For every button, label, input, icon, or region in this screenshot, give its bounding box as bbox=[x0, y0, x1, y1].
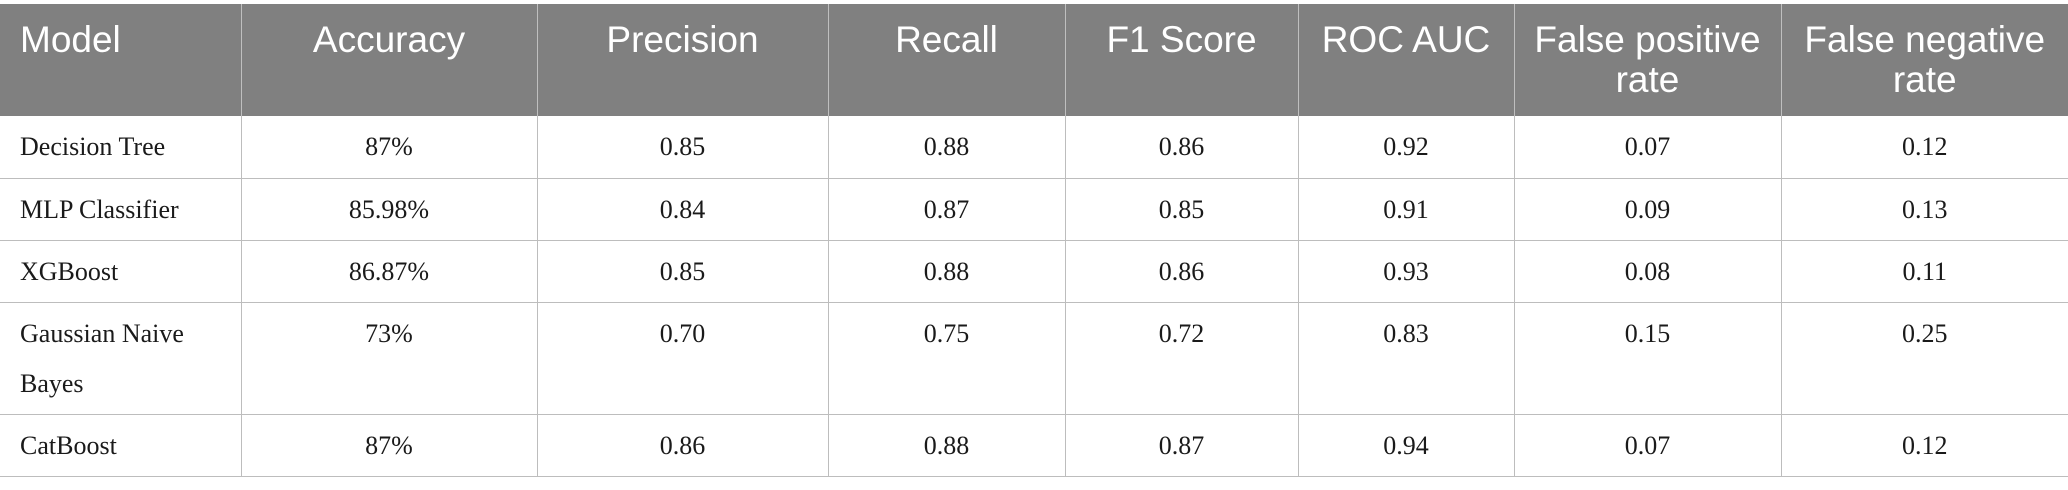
cell-roc-auc: 0.92 bbox=[1298, 116, 1515, 179]
header-row: Model Accuracy Precision Recall F1 Score… bbox=[0, 4, 2068, 116]
model-comparison-table: Model Accuracy Precision Recall F1 Score… bbox=[0, 4, 2068, 477]
cell-accuracy: 86.87% bbox=[241, 240, 538, 303]
cell-accuracy: 87% bbox=[241, 414, 538, 477]
cell-f1-score: 0.72 bbox=[1065, 302, 1299, 415]
cell-precision: 0.85 bbox=[537, 116, 829, 179]
cell-false-positive-rate: 0.09 bbox=[1514, 178, 1782, 241]
cell-recall: 0.75 bbox=[828, 302, 1066, 415]
cell-recall: 0.88 bbox=[828, 414, 1066, 477]
cell-model: Gaussian Naive Bayes bbox=[0, 302, 242, 415]
cell-false-negative-rate: 0.12 bbox=[1781, 414, 2068, 477]
cell-model: MLP Classifier bbox=[0, 178, 242, 241]
table-row: Gaussian Naive Bayes 73% 0.70 0.75 0.72 … bbox=[0, 302, 2068, 415]
cell-recall: 0.88 bbox=[828, 240, 1066, 303]
table-row: Decision Tree 87% 0.85 0.88 0.86 0.92 0.… bbox=[0, 116, 2068, 179]
cell-false-negative-rate: 0.25 bbox=[1781, 302, 2068, 415]
cell-precision: 0.70 bbox=[537, 302, 829, 415]
cell-model: XGBoost bbox=[0, 240, 242, 303]
cell-recall: 0.87 bbox=[828, 178, 1066, 241]
cell-accuracy: 85.98% bbox=[241, 178, 538, 241]
table-row: MLP Classifier 85.98% 0.84 0.87 0.85 0.9… bbox=[0, 178, 2068, 241]
table-row: XGBoost 86.87% 0.85 0.88 0.86 0.93 0.08 … bbox=[0, 240, 2068, 303]
header-recall: Recall bbox=[828, 4, 1066, 116]
cell-precision: 0.84 bbox=[537, 178, 829, 241]
header-f1-score: F1 Score bbox=[1065, 4, 1299, 116]
cell-false-positive-rate: 0.07 bbox=[1514, 116, 1782, 179]
table-body: Decision Tree 87% 0.85 0.88 0.86 0.92 0.… bbox=[0, 116, 2068, 477]
header-roc-auc: ROC AUC bbox=[1298, 4, 1515, 116]
header-model: Model bbox=[0, 4, 242, 116]
cell-model: CatBoost bbox=[0, 414, 242, 477]
header-false-negative-rate: False negative rate bbox=[1781, 4, 2068, 116]
cell-f1-score: 0.86 bbox=[1065, 116, 1299, 179]
header-precision: Precision bbox=[537, 4, 829, 116]
cell-roc-auc: 0.83 bbox=[1298, 302, 1515, 415]
cell-accuracy: 87% bbox=[241, 116, 538, 179]
cell-false-positive-rate: 0.08 bbox=[1514, 240, 1782, 303]
cell-roc-auc: 0.94 bbox=[1298, 414, 1515, 477]
cell-accuracy: 73% bbox=[241, 302, 538, 415]
header-accuracy: Accuracy bbox=[241, 4, 538, 116]
table-row: CatBoost 87% 0.86 0.88 0.87 0.94 0.07 0.… bbox=[0, 414, 2068, 477]
cell-false-positive-rate: 0.07 bbox=[1514, 414, 1782, 477]
cell-roc-auc: 0.91 bbox=[1298, 178, 1515, 241]
cell-roc-auc: 0.93 bbox=[1298, 240, 1515, 303]
cell-precision: 0.86 bbox=[537, 414, 829, 477]
table-header: Model Accuracy Precision Recall F1 Score… bbox=[0, 4, 2068, 116]
cell-f1-score: 0.85 bbox=[1065, 178, 1299, 241]
cell-model: Decision Tree bbox=[0, 116, 242, 179]
cell-false-negative-rate: 0.11 bbox=[1781, 240, 2068, 303]
cell-false-negative-rate: 0.12 bbox=[1781, 116, 2068, 179]
cell-precision: 0.85 bbox=[537, 240, 829, 303]
cell-false-positive-rate: 0.15 bbox=[1514, 302, 1782, 415]
cell-false-negative-rate: 0.13 bbox=[1781, 178, 2068, 241]
header-false-positive-rate: False positive rate bbox=[1514, 4, 1782, 116]
cell-f1-score: 0.86 bbox=[1065, 240, 1299, 303]
cell-f1-score: 0.87 bbox=[1065, 414, 1299, 477]
results-table-container: Model Accuracy Precision Recall F1 Score… bbox=[0, 4, 2068, 477]
cell-recall: 0.88 bbox=[828, 116, 1066, 179]
